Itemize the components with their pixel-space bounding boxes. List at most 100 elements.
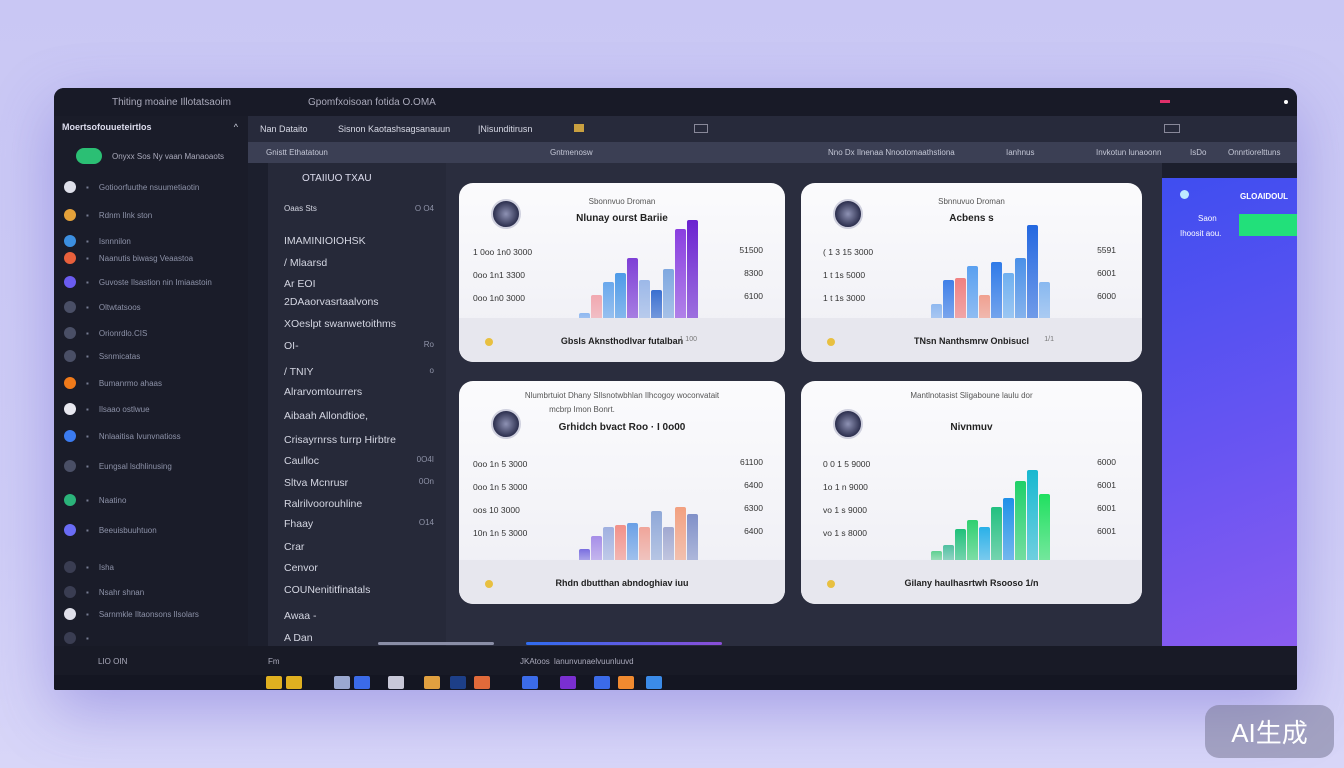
taskbar-app-icon[interactable] [286, 676, 302, 689]
footer-label: TNsn Nanthsmrw Onbisucl [913, 336, 1029, 346]
chart-bar [1015, 257, 1026, 326]
sidebar-item[interactable]: ▪ Ssnmicatas [64, 348, 244, 364]
taskbar-app-icon[interactable] [474, 676, 490, 689]
sidebar-item-label: Bumanrmo ahaas [98, 378, 162, 388]
sidebar-item[interactable]: ▪ Eungsal lsdhlinusing [64, 458, 244, 474]
panel-item[interactable]: Oaas Sts O O4 [284, 204, 434, 213]
panel-item[interactable]: XOeslpt swanwetoithms [284, 318, 434, 330]
panel-item[interactable]: 2DAaorvasrtaalvons [284, 296, 434, 308]
panel-item[interactable]: / Mlaarsd [284, 257, 434, 269]
sidebar-item[interactable]: ▪ Sarnmkle Iltaonsons Ilsolars [64, 606, 244, 622]
panel-item[interactable]: A Dan [284, 632, 434, 644]
panel-item[interactable]: Ar EOI [284, 278, 434, 290]
window-icon[interactable] [1164, 124, 1180, 133]
toolbar-item[interactable]: Nan Dataito [260, 124, 308, 134]
taskbar-app-icon[interactable] [450, 676, 466, 689]
sidebar-item[interactable]: ▪ Oltwtatsoos [64, 299, 244, 315]
sidebar-item[interactable]: ▪ Nsahr shnan [64, 584, 244, 600]
panel-item[interactable]: Ralrilvoorouhline [284, 498, 434, 510]
y-axis-label: 6100 [744, 291, 763, 301]
panel-item[interactable]: Fhaay O14 [284, 518, 434, 530]
subbar-item[interactable]: Gntmenosw [550, 148, 593, 157]
chart-card[interactable]: Nlumbrtuiot Dhany Sllsnotwbhlan Ilhcogoy… [459, 381, 785, 604]
panel-item[interactable]: Awaa - [284, 610, 434, 622]
chart-card[interactable]: Mantlnotasist Sligaboune laulu dor Nivnm… [801, 381, 1142, 604]
status-dot-icon [1284, 100, 1288, 104]
breadcrumb[interactable]: Gnistt Ethatatoun [266, 148, 328, 157]
sidebar-item[interactable]: ▪ Beeuisbuuhtuon [64, 522, 244, 538]
taskbar-app-icon[interactable] [354, 676, 370, 689]
subbar-item[interactable]: Nno Dx Ilnenaa Nnootomaathstiona [828, 148, 955, 157]
taskbar-app-icon[interactable] [646, 676, 662, 689]
new-button[interactable] [76, 148, 102, 164]
panel-item[interactable]: Crisayrnrss turrp Hirbtre [284, 434, 434, 446]
sidebar-item[interactable]: ▪ Guvoste Ilsastion nin Imiaastoin [64, 274, 244, 290]
subbar-item[interactable]: Invkotun lunaoonn [1096, 148, 1162, 157]
y-axis-label: 6300 [744, 503, 763, 513]
y-axis-label: 6001 [1097, 480, 1116, 490]
subbar-item[interactable]: Onnrtiorelttuns [1228, 148, 1281, 157]
panel-item[interactable]: Crar [284, 541, 434, 553]
taskbar-app-icon[interactable] [388, 676, 404, 689]
item-icon: ▪ [86, 525, 89, 535]
grid-icon[interactable] [694, 124, 708, 133]
panel-title: GLOAIDOUL [1240, 192, 1288, 201]
sidebar-item[interactable]: ▪ Ilsaao ostlwue [64, 401, 244, 417]
logo-icon [833, 409, 863, 439]
card-subtitle: Sbonnvuo Droman [588, 197, 656, 206]
collapse-button[interactable]: ^ [233, 122, 238, 132]
taskbar-app-icon[interactable] [560, 676, 576, 689]
footer-label: Rhdn dbutthan abndoghiav iuu [555, 578, 689, 588]
new-button-label: Onyxx Sos Ny vaan Manaoaots [112, 152, 225, 161]
sidebar-item[interactable]: ▪ Naanutis biwasg Veaastoa [64, 250, 244, 266]
sidebar-item-label: Ssnmicatas [98, 351, 141, 361]
panel-item[interactable]: Caulloc 0O4I [284, 455, 434, 467]
sidebar-item-label: Eungsal lsdhlinusing [98, 461, 172, 471]
panel-item-label: Crar [284, 541, 305, 553]
taskbar-app-icon[interactable] [266, 676, 282, 689]
legend-icon [485, 580, 493, 588]
menu-icon[interactable] [574, 124, 584, 132]
sidebar-item[interactable]: ▪ Naatino [64, 492, 244, 508]
taskbar-app-icon[interactable] [522, 676, 538, 689]
record-icon[interactable] [1160, 100, 1170, 103]
chart-bar [931, 551, 942, 560]
y-axis-label: vo 1 s 9000 [823, 505, 867, 515]
sidebar-item[interactable]: ▪ Orionrdlo.CIS [64, 325, 244, 341]
watermark: AI生成 [1205, 705, 1334, 758]
chart-bar [639, 527, 650, 560]
y-axis-label: 1o 1 n 9000 [823, 482, 868, 492]
chart-card[interactable]: Sbonnvuo Droman Nlunay ourst Bariie 1 0o… [459, 183, 785, 362]
sidebar-item[interactable]: ▪ Rdnm Ilnk ston [64, 207, 244, 223]
panel-item[interactable]: Sltva Mcnrusr 0On [284, 477, 434, 489]
panel-item[interactable]: COUNenititfinatals [284, 584, 434, 596]
panel-item[interactable]: OI- Ro [284, 340, 434, 352]
taskbar-app-icon[interactable] [334, 676, 350, 689]
toolbar-item[interactable]: |Nisunditirusn [478, 124, 533, 134]
sidebar-item[interactable]: ▪ Nnlaaitisa Ivunvnatioss [64, 428, 244, 444]
panel-item[interactable]: / TNIY o [284, 366, 434, 378]
app-icon [64, 524, 76, 536]
taskbar-app-icon[interactable] [424, 676, 440, 689]
footer-note: 1/1 [1044, 336, 1054, 343]
sidebar-item[interactable]: ▪ Gotioorfuuthe nsuumetiaotin [64, 179, 244, 195]
sidebar-item[interactable]: ▪ [64, 630, 244, 646]
sidebar-item[interactable]: ▪ Bumanrmo ahaas [64, 375, 244, 391]
panel-item[interactable]: Aibaah Allondtioe, [284, 410, 434, 422]
chart-card[interactable]: Sbnnuvuo Droman Acbens s ( 1 3 15 3000 1 … [801, 183, 1142, 362]
panel-item[interactable]: IMAMINIOIOHSK [284, 235, 434, 247]
panel-item[interactable]: Alrarvomtourrers [284, 386, 434, 398]
status-indicator[interactable] [1239, 214, 1297, 236]
panel-item-label: Ralrilvoorouhline [284, 498, 363, 510]
sidebar-item[interactable]: ▪ Isnnnilon [64, 233, 244, 249]
taskbar-app-icon[interactable] [618, 676, 634, 689]
panel-item[interactable]: Cenvor [284, 562, 434, 574]
subbar-item[interactable]: Ianhnus [1006, 148, 1035, 157]
panel-label: Saon [1198, 214, 1217, 223]
app-icon [64, 460, 76, 472]
taskbar-app-icon[interactable] [594, 676, 610, 689]
sidebar-item[interactable]: ▪ Isha [64, 559, 244, 575]
toolbar-item[interactable]: Sisnon Kaotashsagsanauun [338, 124, 451, 134]
subbar-item[interactable]: IsDo [1190, 148, 1207, 157]
y-axis-label: 6400 [744, 526, 763, 536]
